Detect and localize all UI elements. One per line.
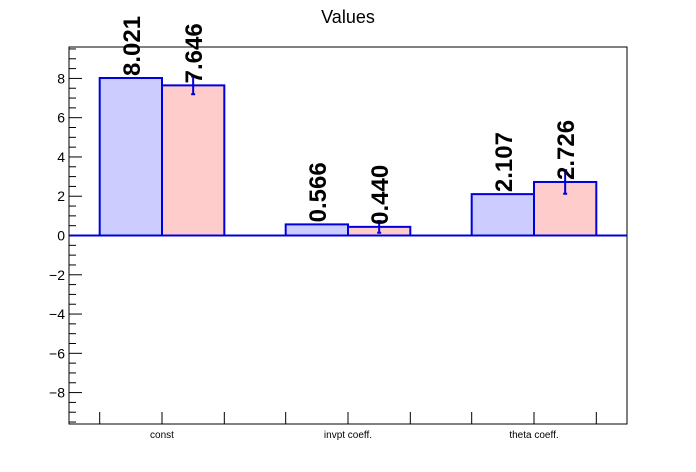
y-tick-label: 2: [57, 188, 65, 204]
bar: [161, 84, 226, 237]
y-tick-label: 4: [57, 149, 65, 165]
chart-title: Values: [321, 7, 375, 27]
bar: [470, 193, 536, 237]
data-label: 2.107: [491, 132, 518, 192]
bars: [98, 75, 598, 237]
y-tick-label: −6: [49, 345, 65, 361]
y-axis: −8 −6 −4 −2 0 2 4 6 8: [49, 48, 82, 423]
bar: [284, 223, 350, 237]
data-label: 2.726: [553, 120, 580, 180]
data-labels: 8.021 0.566 2.107 7.646 0.440 2.726: [119, 16, 580, 225]
x-category-label: invpt coeff.: [324, 430, 372, 441]
y-tick-label: −2: [49, 267, 65, 283]
bar: [98, 77, 164, 237]
data-label: 0.440: [367, 165, 394, 225]
x-axis: const invpt coeff. theta coeff.: [99, 412, 597, 441]
y-tick-label: 8: [57, 70, 65, 86]
y-tick-label: 6: [57, 110, 65, 126]
x-category-label: theta coeff.: [509, 430, 558, 441]
data-label: 7.646: [181, 23, 208, 83]
y-tick-label: 0: [57, 228, 65, 244]
y-tick-label: −4: [49, 306, 65, 322]
x-category-label: const: [150, 430, 174, 441]
y-tick-label: −8: [49, 385, 65, 401]
data-label: 8.021: [119, 16, 146, 76]
data-label: 0.566: [305, 162, 332, 222]
